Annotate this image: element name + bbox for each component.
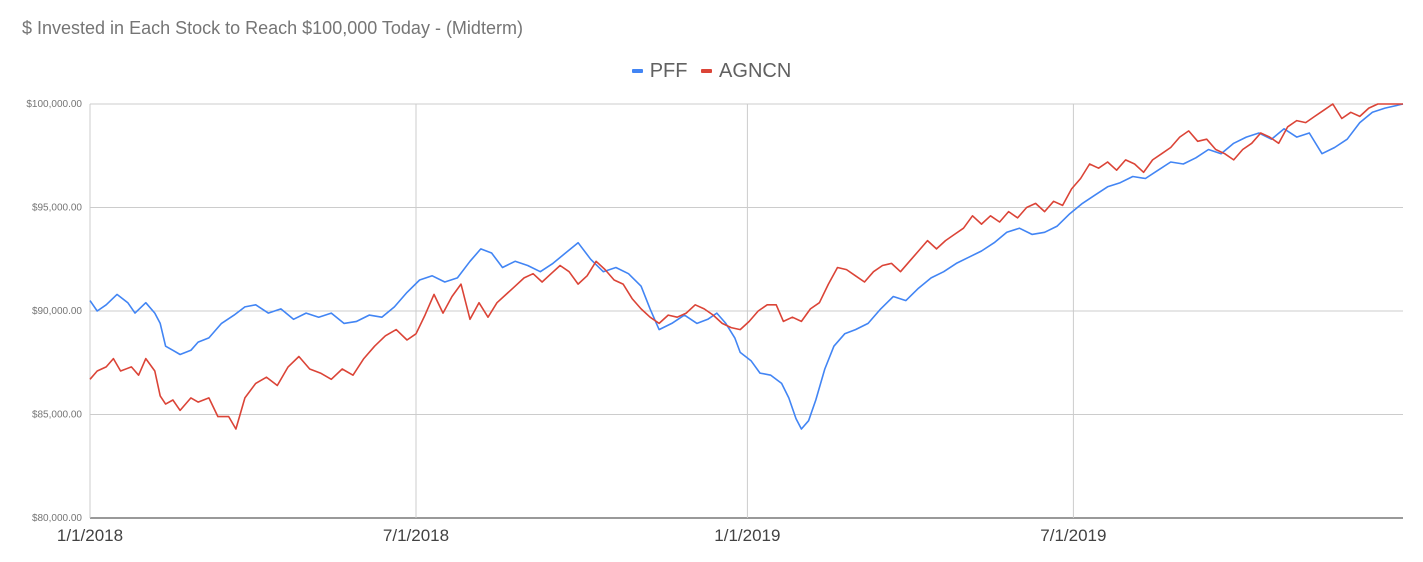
- x-tick-label: 1/1/2018: [57, 526, 123, 545]
- legend-swatch-pff: [631, 69, 643, 73]
- y-tick-label: $80,000.00: [32, 513, 82, 524]
- series-lines: [89, 103, 1404, 430]
- legend: PFF AGNCN: [0, 56, 1423, 83]
- x-tick-label: 1/1/2019: [714, 526, 780, 545]
- y-tick-label: $100,000.00: [26, 99, 82, 110]
- legend-label-pff: PFF: [649, 59, 688, 82]
- series-line-agncn: [89, 103, 1403, 430]
- legend-item-pff[interactable]: PFF: [631, 59, 688, 83]
- y-tick-label: $85,000.00: [32, 410, 82, 421]
- series-line-pff: [89, 103, 1404, 430]
- y-axis-ticks: $100,000.00 $95,000.00 $90,000.00 $85,000.0…: [26, 99, 82, 524]
- y-tick-label: $95,000.00: [32, 203, 82, 214]
- y-tick-label: $90,000.00: [32, 306, 82, 317]
- legend-label-agncn: AGNCN: [719, 59, 792, 82]
- gridlines: [89, 103, 1403, 519]
- x-axis-ticks: 1/1/2018 7/1/2018 1/1/2019 7/1/2019: [57, 526, 1107, 545]
- legend-item-agncn[interactable]: AGNCN: [701, 60, 791, 83]
- chart-title: $ Invested in Each Stock to Reach $100,0…: [22, 18, 523, 38]
- legend-swatch-agncn: [701, 69, 713, 73]
- x-tick-label: 7/1/2019: [1040, 526, 1106, 545]
- x-tick-label: 7/1/2018: [383, 526, 449, 545]
